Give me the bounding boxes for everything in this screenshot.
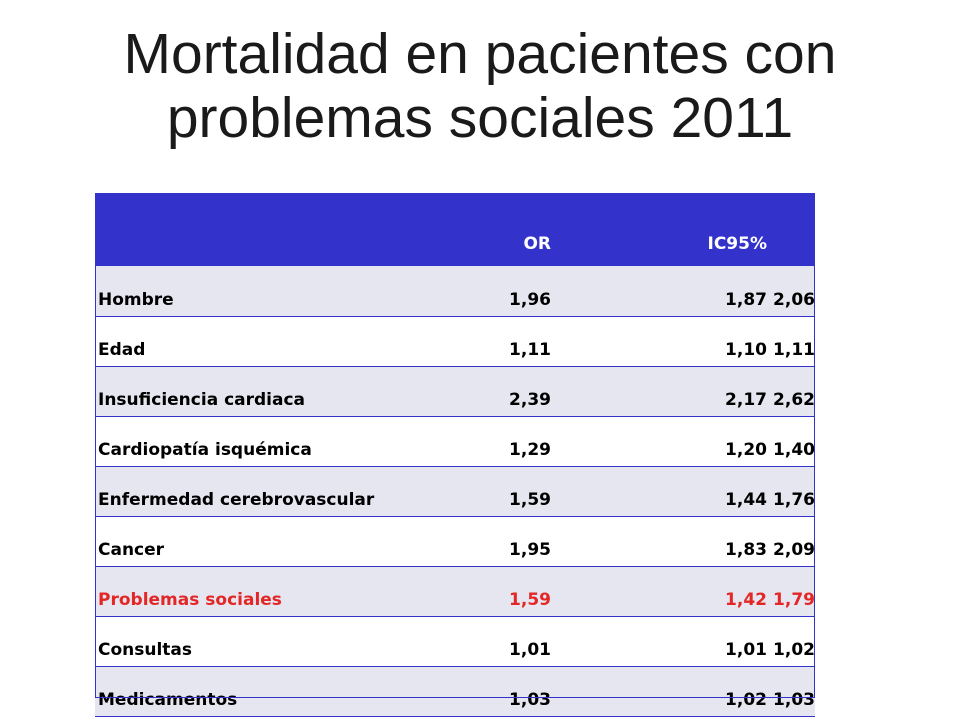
ci-high-value: 2,06 xyxy=(773,289,815,310)
header-empty-cell xyxy=(767,193,815,266)
ci-low-value: 2,17 xyxy=(725,389,767,410)
row-label: Medicamentos xyxy=(98,689,238,710)
table-row: Problemas sociales 1,59 1,42 1,79 xyxy=(95,566,815,616)
ci-low-value: 1,20 xyxy=(725,439,767,460)
odds-ratio-table-container: OR IC95% Hombre 1,96 1,87 2,06 Edad 1,11 1,10 1… xyxy=(95,193,815,717)
ci-low-value: 1,87 xyxy=(725,289,767,310)
table-header-row: OR IC95% xyxy=(95,193,815,266)
ci-high-value: 2,09 xyxy=(773,539,815,560)
row-label: Problemas sociales xyxy=(98,589,282,610)
ci-low-value: 1,01 xyxy=(725,639,767,660)
table-row: Edad 1,11 1,10 1,11 xyxy=(95,316,815,366)
table-header: OR IC95% xyxy=(95,193,815,266)
or-value: 1,03 xyxy=(509,689,551,710)
slide-title: Mortalidad en pacientes con problemas so… xyxy=(0,22,960,150)
or-value: 1,01 xyxy=(509,639,551,660)
odds-ratio-table: OR IC95% Hombre 1,96 1,87 2,06 Edad 1,11 1,10 1… xyxy=(95,193,815,717)
ci-high-value: 1,02 xyxy=(773,639,815,660)
ci-high-value: 1,79 xyxy=(773,589,815,610)
row-label: Consultas xyxy=(98,639,193,660)
table-row: Hombre 1,96 1,87 2,06 xyxy=(95,266,815,316)
ci-high-value: 2,62 xyxy=(773,389,815,410)
slide-title-line-2: problemas sociales 2011 xyxy=(166,86,794,150)
ci-high-value: 1,40 xyxy=(773,439,815,460)
row-label: Cancer xyxy=(98,539,165,560)
slide-title-line-1: Mortalidad en pacientes con xyxy=(123,22,837,86)
table-body: Hombre 1,96 1,87 2,06 Edad 1,11 1,10 1,11 Insufi… xyxy=(95,266,815,716)
ci-high-value: 1,03 xyxy=(773,689,815,710)
or-value: 1,95 xyxy=(509,539,551,560)
table-row: Medicamentos 1,03 1,02 1,03 xyxy=(95,666,815,716)
ci-low-value: 1,10 xyxy=(725,339,767,360)
table-row: Insuficiencia cardiaca 2,39 2,17 2,62 xyxy=(95,366,815,416)
or-value: 1,11 xyxy=(509,339,551,360)
table-row: Cancer 1,95 1,83 2,09 xyxy=(95,516,815,566)
or-value: 1,59 xyxy=(509,589,551,610)
or-value: 2,39 xyxy=(509,389,551,410)
row-label: Edad xyxy=(98,339,146,360)
ci-low-value: 1,44 xyxy=(725,489,767,510)
header-or: OR xyxy=(523,234,551,254)
table-row: Consultas 1,01 1,01 1,02 xyxy=(95,616,815,666)
table-row: Cardiopatía isquémica 1,29 1,20 1,40 xyxy=(95,416,815,466)
ci-high-value: 1,76 xyxy=(773,489,815,510)
ci-high-value: 1,11 xyxy=(773,339,815,360)
ci-low-value: 1,42 xyxy=(725,589,767,610)
or-value: 1,29 xyxy=(509,439,551,460)
row-label: Insuficiencia cardiaca xyxy=(98,389,306,410)
header-label-cell xyxy=(95,193,417,266)
ci-low-value: 1,02 xyxy=(725,689,767,710)
or-value: 1,96 xyxy=(509,289,551,310)
table-row: Enfermedad cerebrovascular 1,59 1,44 1,76 xyxy=(95,466,815,516)
or-value: 1,59 xyxy=(509,489,551,510)
row-label: Hombre xyxy=(98,289,174,310)
row-label: Enfermedad cerebrovascular xyxy=(98,489,375,510)
ci-low-value: 1,83 xyxy=(725,539,767,560)
row-label: Cardiopatía isquémica xyxy=(98,439,312,460)
header-ic95: IC95% xyxy=(707,234,768,254)
